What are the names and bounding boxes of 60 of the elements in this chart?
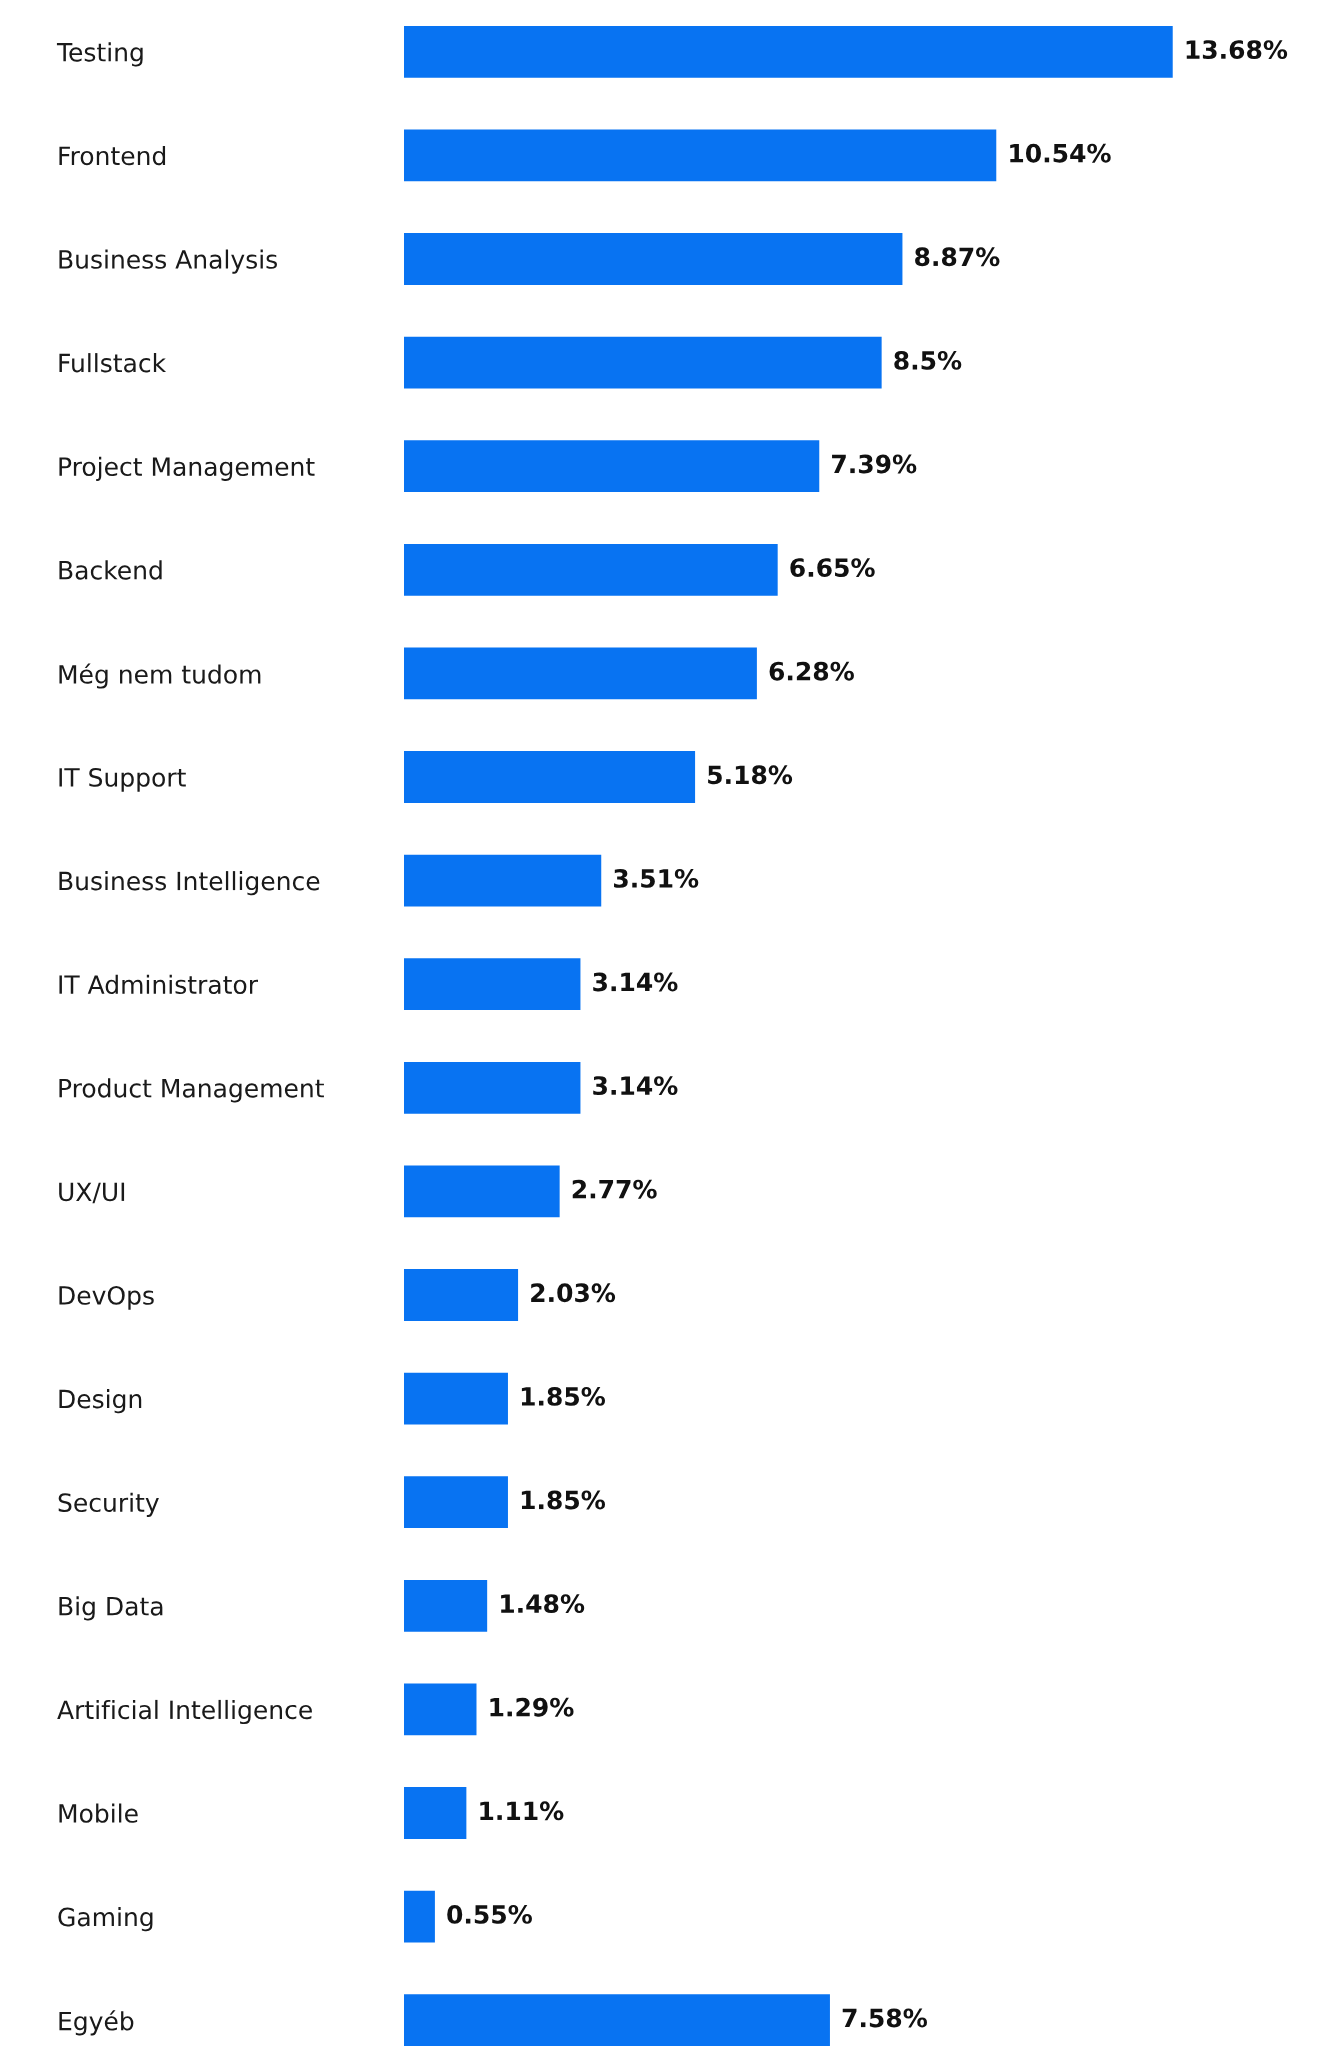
data-label: 1.85%: [521, 1386, 605, 1406]
data-label: 7.39%: [832, 454, 917, 474]
data-label: 5.18%: [708, 765, 793, 785]
data-label: 13.68%: [1186, 40, 1288, 60]
y-tick-label: Business Analysis: [59, 249, 277, 274]
data-label: 8.5%: [894, 350, 962, 370]
y-tick-label: Security: [58, 1492, 159, 1517]
bar: [404, 129, 997, 182]
bar: [404, 1683, 477, 1736]
y-tick-label: Backend: [59, 560, 162, 580]
y-tick-label: Business Intelligence: [59, 871, 320, 896]
bar: [404, 1994, 830, 2047]
bar: [404, 1061, 581, 1114]
bar: [404, 543, 778, 596]
data-label: 3.14%: [593, 972, 678, 992]
bar: [404, 854, 602, 907]
y-tick-label: Egyéb: [59, 2010, 134, 2036]
data-label: 3.14%: [593, 1076, 678, 1096]
data-label: 1.11%: [480, 1801, 564, 1821]
y-tick-label: Fullstack: [59, 353, 167, 373]
bar: [404, 1372, 508, 1425]
y-tick-label: Artificial Intelligence: [57, 1699, 312, 1725]
data-label: 1.29%: [490, 1697, 574, 1717]
data-label: 6.28%: [769, 661, 854, 681]
y-tick-label: Big Data: [59, 1596, 163, 1621]
data-label: 1.85%: [521, 1490, 605, 1510]
y-tick-label: DevOps: [59, 1285, 154, 1310]
bar: [404, 1579, 488, 1632]
bar: [404, 1476, 508, 1529]
y-tick-label: Mobile: [59, 1803, 138, 1823]
y-tick-label: Még nem tudom: [59, 663, 261, 689]
data-label: 8.87%: [915, 247, 1000, 267]
y-tick-label: Design: [59, 1389, 142, 1414]
y-tick-label: Project Management: [59, 456, 315, 481]
data-label: 0.55%: [447, 1904, 532, 1924]
data-label: 6.65%: [790, 558, 875, 578]
y-tick-label: IT Administrator: [59, 974, 259, 995]
bar: [404, 647, 757, 700]
y-tick-label: Testing: [56, 42, 143, 67]
bar: [404, 1890, 435, 1943]
bar: [404, 25, 1173, 78]
y-tick-label: Product Management: [59, 1078, 324, 1103]
data-label: 2.03%: [531, 1283, 616, 1303]
bar: [404, 1269, 519, 1321]
bar: [404, 1165, 560, 1218]
y-tick-label: Gaming: [58, 1907, 153, 1932]
y-tick-label: Frontend: [59, 145, 166, 166]
data-label: 7.58%: [842, 2008, 927, 2028]
bar: [404, 336, 882, 389]
y-tick-label: UX/UI: [59, 1182, 125, 1204]
data-label: 3.51%: [614, 868, 699, 888]
data-label: 10.54%: [1010, 143, 1111, 163]
bar: [404, 958, 581, 1011]
data-label: 2.77%: [572, 1179, 657, 1199]
data-label: 1.48%: [501, 1594, 585, 1614]
bar: [404, 1787, 467, 1839]
bar: [404, 440, 820, 493]
bar: [404, 233, 903, 285]
y-tick-label: IT Support: [59, 767, 186, 792]
bar: [404, 751, 696, 803]
